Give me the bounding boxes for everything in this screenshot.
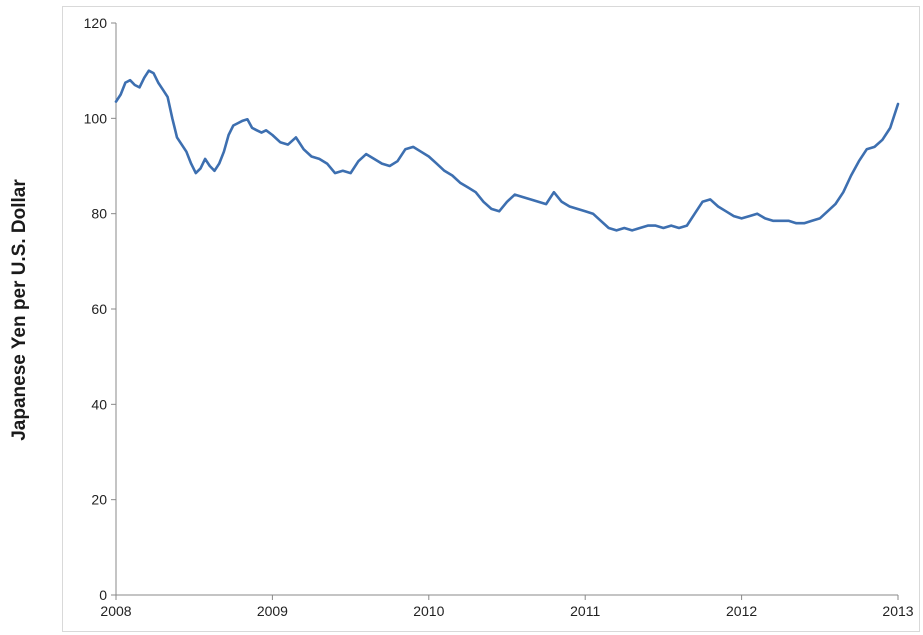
y-tick-label: 100 <box>84 110 108 126</box>
x-tick-label: 2013 <box>882 603 913 619</box>
y-axis-label: Japanese Yen per U.S. Dollar <box>9 179 30 441</box>
y-tick-label: 20 <box>91 492 107 508</box>
y-tick-label: 40 <box>91 396 107 412</box>
y-tick-label: 120 <box>84 15 108 31</box>
y-tick-label: 80 <box>91 206 107 222</box>
series-line <box>114 69 900 232</box>
chart-area: 0 20 40 60 80 100 120 2008 2009 2010 2011 2012 2013 <box>62 6 920 632</box>
x-tick-label: 2009 <box>257 603 288 619</box>
x-tick-label: 2011 <box>570 603 600 619</box>
y-tick-label: 60 <box>91 301 107 317</box>
y-axis-label-container: Japanese Yen per U.S. Dollar <box>0 0 40 635</box>
x-tick-label: 2008 <box>100 603 131 619</box>
y-tick-label: 0 <box>99 587 107 603</box>
line-chart: 0 20 40 60 80 100 120 2008 2009 2010 2011 2012 2013 <box>84 15 914 619</box>
x-tick-label: 2012 <box>726 603 757 619</box>
x-tick-label: 2010 <box>413 603 444 619</box>
